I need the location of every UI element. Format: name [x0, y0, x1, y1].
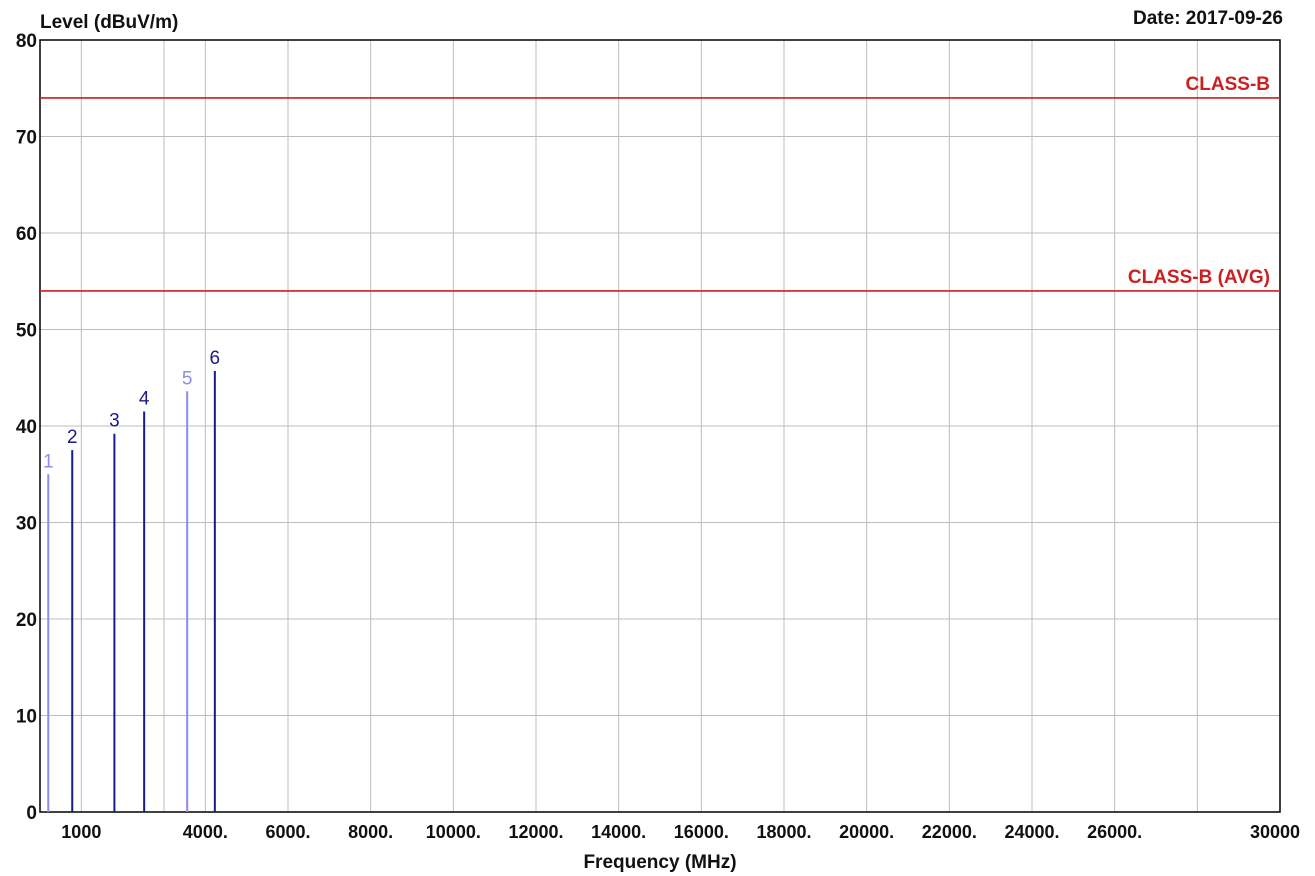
- y-tick-0: 0: [26, 803, 37, 824]
- x-tick-16000: 16000.: [674, 822, 729, 842]
- y-tick-labels: 0 10 20 30 40 50 60 70 80: [16, 31, 37, 824]
- marker-label-4: 4: [139, 389, 150, 410]
- marker-label-3: 3: [109, 411, 120, 432]
- x-axis-title: Frequency (MHz): [583, 852, 736, 873]
- marker-label-6: 6: [210, 348, 221, 369]
- x-tick-30000: 30000: [1250, 822, 1300, 842]
- markers: 12 34 56: [43, 348, 220, 812]
- plot-frame: [39, 39, 1281, 813]
- marker-label-5: 5: [182, 368, 193, 389]
- y-tick-20: 20: [16, 610, 37, 631]
- limit-label-1: CLASS-B: [1186, 74, 1270, 95]
- x-tick-4000: 4000.: [183, 822, 228, 842]
- limit-lines: CLASS-B CLASS-B (AVG): [40, 74, 1280, 292]
- x-tick-6000: 6000.: [265, 822, 310, 842]
- y-tick-30: 30: [16, 514, 37, 535]
- y-tick-50: 50: [16, 321, 37, 342]
- x-tick-1000: 1000: [61, 822, 101, 842]
- date-label: Date: 2017-09-26: [1133, 8, 1283, 29]
- y-tick-70: 70: [16, 128, 37, 149]
- y-tick-80: 80: [16, 31, 37, 52]
- x-tick-12000: 12000.: [508, 822, 563, 842]
- x-tick-labels: 1000 4000. 6000. 8000. 10000. 12000. 14000. 160…: [61, 822, 1300, 842]
- x-tick-22000: 22000.: [922, 822, 977, 842]
- limit-label-2: CLASS-B (AVG): [1128, 267, 1270, 288]
- x-tick-14000: 14000.: [591, 822, 646, 842]
- x-tick-18000: 18000.: [756, 822, 811, 842]
- y-tick-10: 10: [16, 707, 37, 728]
- x-tick-26000: 26000.: [1087, 822, 1142, 842]
- x-tick-20000: 20000.: [839, 822, 894, 842]
- grid: [40, 40, 1280, 812]
- x-tick-24000: 24000.: [1004, 822, 1059, 842]
- x-tick-10000: 10000.: [426, 822, 481, 842]
- y-tick-60: 60: [16, 224, 37, 245]
- x-tick-8000: 8000.: [348, 822, 393, 842]
- marker-label-1: 1: [43, 451, 54, 472]
- y-axis-title: Level (dBuV/m): [40, 12, 178, 33]
- y-tick-40: 40: [16, 417, 37, 438]
- marker-label-2: 2: [67, 427, 78, 448]
